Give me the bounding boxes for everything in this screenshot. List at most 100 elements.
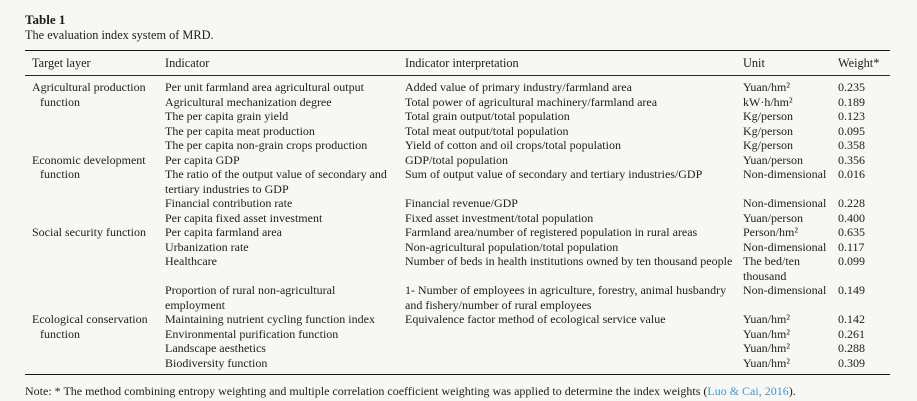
weight-cell: 0.123 bbox=[838, 109, 865, 123]
weight-cell: 0.016 bbox=[838, 167, 865, 181]
column-header: Weight* bbox=[838, 50, 890, 76]
indicator-cell: Environmental purification function bbox=[165, 326, 339, 341]
indicator-cell: Agricultural mechanization degree bbox=[165, 94, 332, 109]
indicator-cell: Proportion of rural non-agricultural emp… bbox=[165, 283, 336, 312]
indicator-cell: The per capita non-grain crops productio… bbox=[165, 138, 368, 152]
indicator-cell: The per capita meat production bbox=[165, 123, 315, 138]
target-layer-cell: Social security function bbox=[32, 225, 146, 239]
unit-cell: Yuan/hm² bbox=[743, 326, 790, 341]
target-layer-cell: Ecological conservation function bbox=[32, 312, 148, 341]
header-row: Target layer Indicator Indicator interpret… bbox=[25, 50, 890, 76]
table-note: Note: * The method combining entropy wei… bbox=[25, 384, 892, 398]
interpretation-cell: Equivalence factor method of ecological … bbox=[405, 312, 666, 326]
interpretation-cell: Sum of output value of secondary and ter… bbox=[405, 167, 703, 181]
table-row: Financial contribution rate Financial rev… bbox=[25, 196, 890, 211]
interpretation-cell: Total meat output/total population bbox=[405, 123, 569, 138]
table-caption: The evaluation index system of MRD. bbox=[25, 28, 214, 42]
weight-cell: 0.117 bbox=[838, 239, 865, 254]
weight-cell: 0.288 bbox=[838, 341, 865, 355]
indicator-cell: Biodiversity function bbox=[165, 355, 268, 370]
weight-cell: 0.400 bbox=[838, 210, 865, 225]
weight-cell: 0.228 bbox=[838, 196, 865, 210]
weight-cell: 0.358 bbox=[838, 138, 865, 152]
target-layer-cell: Economic development function bbox=[32, 152, 146, 182]
target-layer-cell: Agricultural production function bbox=[32, 80, 146, 109]
interpretation-cell: Number of beds in health institutions ow… bbox=[405, 254, 733, 268]
table-row: Agricultural mechanization degree Total p… bbox=[25, 95, 890, 110]
table-row: Urbanization rate Non-agricultural popula… bbox=[25, 240, 890, 255]
column-header: Unit bbox=[743, 50, 838, 76]
interpretation-cell: Total grain output/total population bbox=[405, 109, 570, 123]
interpretation-cell: 1- Number of employees in agriculture, f… bbox=[405, 283, 727, 312]
unit-cell: Kg/person bbox=[743, 123, 793, 138]
unit-cell: Yuan/hm² bbox=[743, 355, 790, 370]
indicator-cell: The ratio of the output value of seconda… bbox=[165, 167, 387, 196]
table-row: The ratio of the output value of seconda… bbox=[25, 167, 890, 196]
unit-cell: Yuan/hm² bbox=[743, 341, 790, 355]
weight-cell: 0.099 bbox=[838, 254, 865, 268]
interpretation-cell: Financial revenue/GDP bbox=[405, 196, 518, 210]
interpretation-cell: Added value of primary industry/farmland… bbox=[405, 80, 632, 94]
unit-cell: Kg/person bbox=[743, 109, 793, 123]
table-row: Environmental purification function Yuan/… bbox=[25, 327, 890, 342]
table-label: Table 1 bbox=[25, 12, 66, 27]
note-text: Note: * The method combining entropy wei… bbox=[25, 384, 708, 398]
unit-cell: Yuan/person bbox=[743, 210, 803, 225]
interpretation-cell bbox=[405, 341, 743, 356]
indicator-cell: Per capita fixed asset investment bbox=[165, 210, 323, 225]
table-row: The per capita grain yield Total grain ou… bbox=[25, 109, 890, 124]
indicator-cell: Landscape aesthetics bbox=[165, 341, 266, 355]
citation-link[interactable]: Luo & Cai, 2016 bbox=[707, 384, 789, 398]
indicator-cell: Per capita farmland area bbox=[165, 225, 282, 239]
indicator-cell: Per capita GDP bbox=[165, 152, 240, 167]
table-row: Biodiversity function Yuan/hm² 0.309 bbox=[25, 356, 890, 375]
column-header: Indicator interpretation bbox=[405, 50, 743, 76]
weight-cell: 0.095 bbox=[838, 123, 865, 138]
indicator-cell: Per unit farmland area agricultural outp… bbox=[165, 80, 364, 94]
table-row: The per capita non-grain crops productio… bbox=[25, 138, 890, 153]
table-row: Per capita fixed asset investment Fixed a… bbox=[25, 211, 890, 226]
weight-cell: 0.142 bbox=[838, 312, 865, 326]
indicator-cell: Urbanization rate bbox=[165, 239, 249, 254]
table-row: Proportion of rural non-agricultural emp… bbox=[25, 283, 890, 312]
weight-cell: 0.149 bbox=[838, 283, 865, 297]
note-text-end: ). bbox=[788, 384, 796, 398]
unit-cell: Non-dimensional bbox=[743, 239, 827, 254]
unit-cell: Yuan/hm² bbox=[743, 80, 790, 94]
weight-cell: 0.635 bbox=[838, 225, 865, 239]
unit-cell: Non-dimensional bbox=[743, 196, 827, 210]
weight-cell: 0.356 bbox=[838, 152, 865, 167]
unit-cell: Yuan/hm² bbox=[743, 312, 790, 326]
unit-cell: Non-dimensional bbox=[743, 167, 827, 181]
interpretation-cell: Yield of cotton and oil crops/total popu… bbox=[405, 138, 621, 152]
column-header: Indicator bbox=[165, 50, 405, 76]
unit-cell: The bed/ten thousand bbox=[743, 254, 800, 283]
unit-cell: Non-dimensional bbox=[743, 283, 827, 297]
weight-cell: 0.235 bbox=[838, 80, 865, 94]
evaluation-index-table: Target layer Indicator Indicator interpret… bbox=[25, 50, 890, 375]
unit-cell: Yuan/person bbox=[743, 152, 803, 167]
interpretation-cell: Non-agricultural population/total popula… bbox=[405, 239, 619, 254]
table-row: Healthcare Number of beds in health insti… bbox=[25, 254, 890, 283]
interpretation-cell bbox=[405, 327, 743, 342]
table-row: The per capita meat production Total meat… bbox=[25, 124, 890, 139]
table-row: Social security function Per capita farml… bbox=[25, 225, 890, 240]
weight-cell: 0.189 bbox=[838, 94, 865, 109]
interpretation-cell bbox=[405, 356, 743, 375]
interpretation-cell: Farmland area/number of registered popul… bbox=[405, 225, 698, 239]
table-row: Ecological conservation function Maintain… bbox=[25, 312, 890, 341]
weight-cell: 0.309 bbox=[838, 355, 865, 370]
unit-cell: kW·h/hm² bbox=[743, 94, 793, 109]
indicator-cell: Healthcare bbox=[165, 254, 217, 268]
table-row: Agricultural production function Per unit… bbox=[25, 76, 890, 109]
unit-cell: Kg/person bbox=[743, 138, 793, 152]
interpretation-cell: Total power of agricultural machinery/fa… bbox=[405, 94, 658, 109]
indicator-cell: Maintaining nutrient cycling function in… bbox=[165, 312, 375, 326]
table-row: Landscape aesthetics Yuan/hm² 0.288 bbox=[25, 341, 890, 356]
interpretation-cell: GDP/total population bbox=[405, 152, 508, 167]
column-header: Target layer bbox=[25, 50, 165, 76]
table-body: Agricultural production function Per unit… bbox=[25, 76, 890, 375]
weight-cell: 0.261 bbox=[838, 326, 865, 341]
indicator-cell: The per capita grain yield bbox=[165, 109, 289, 123]
